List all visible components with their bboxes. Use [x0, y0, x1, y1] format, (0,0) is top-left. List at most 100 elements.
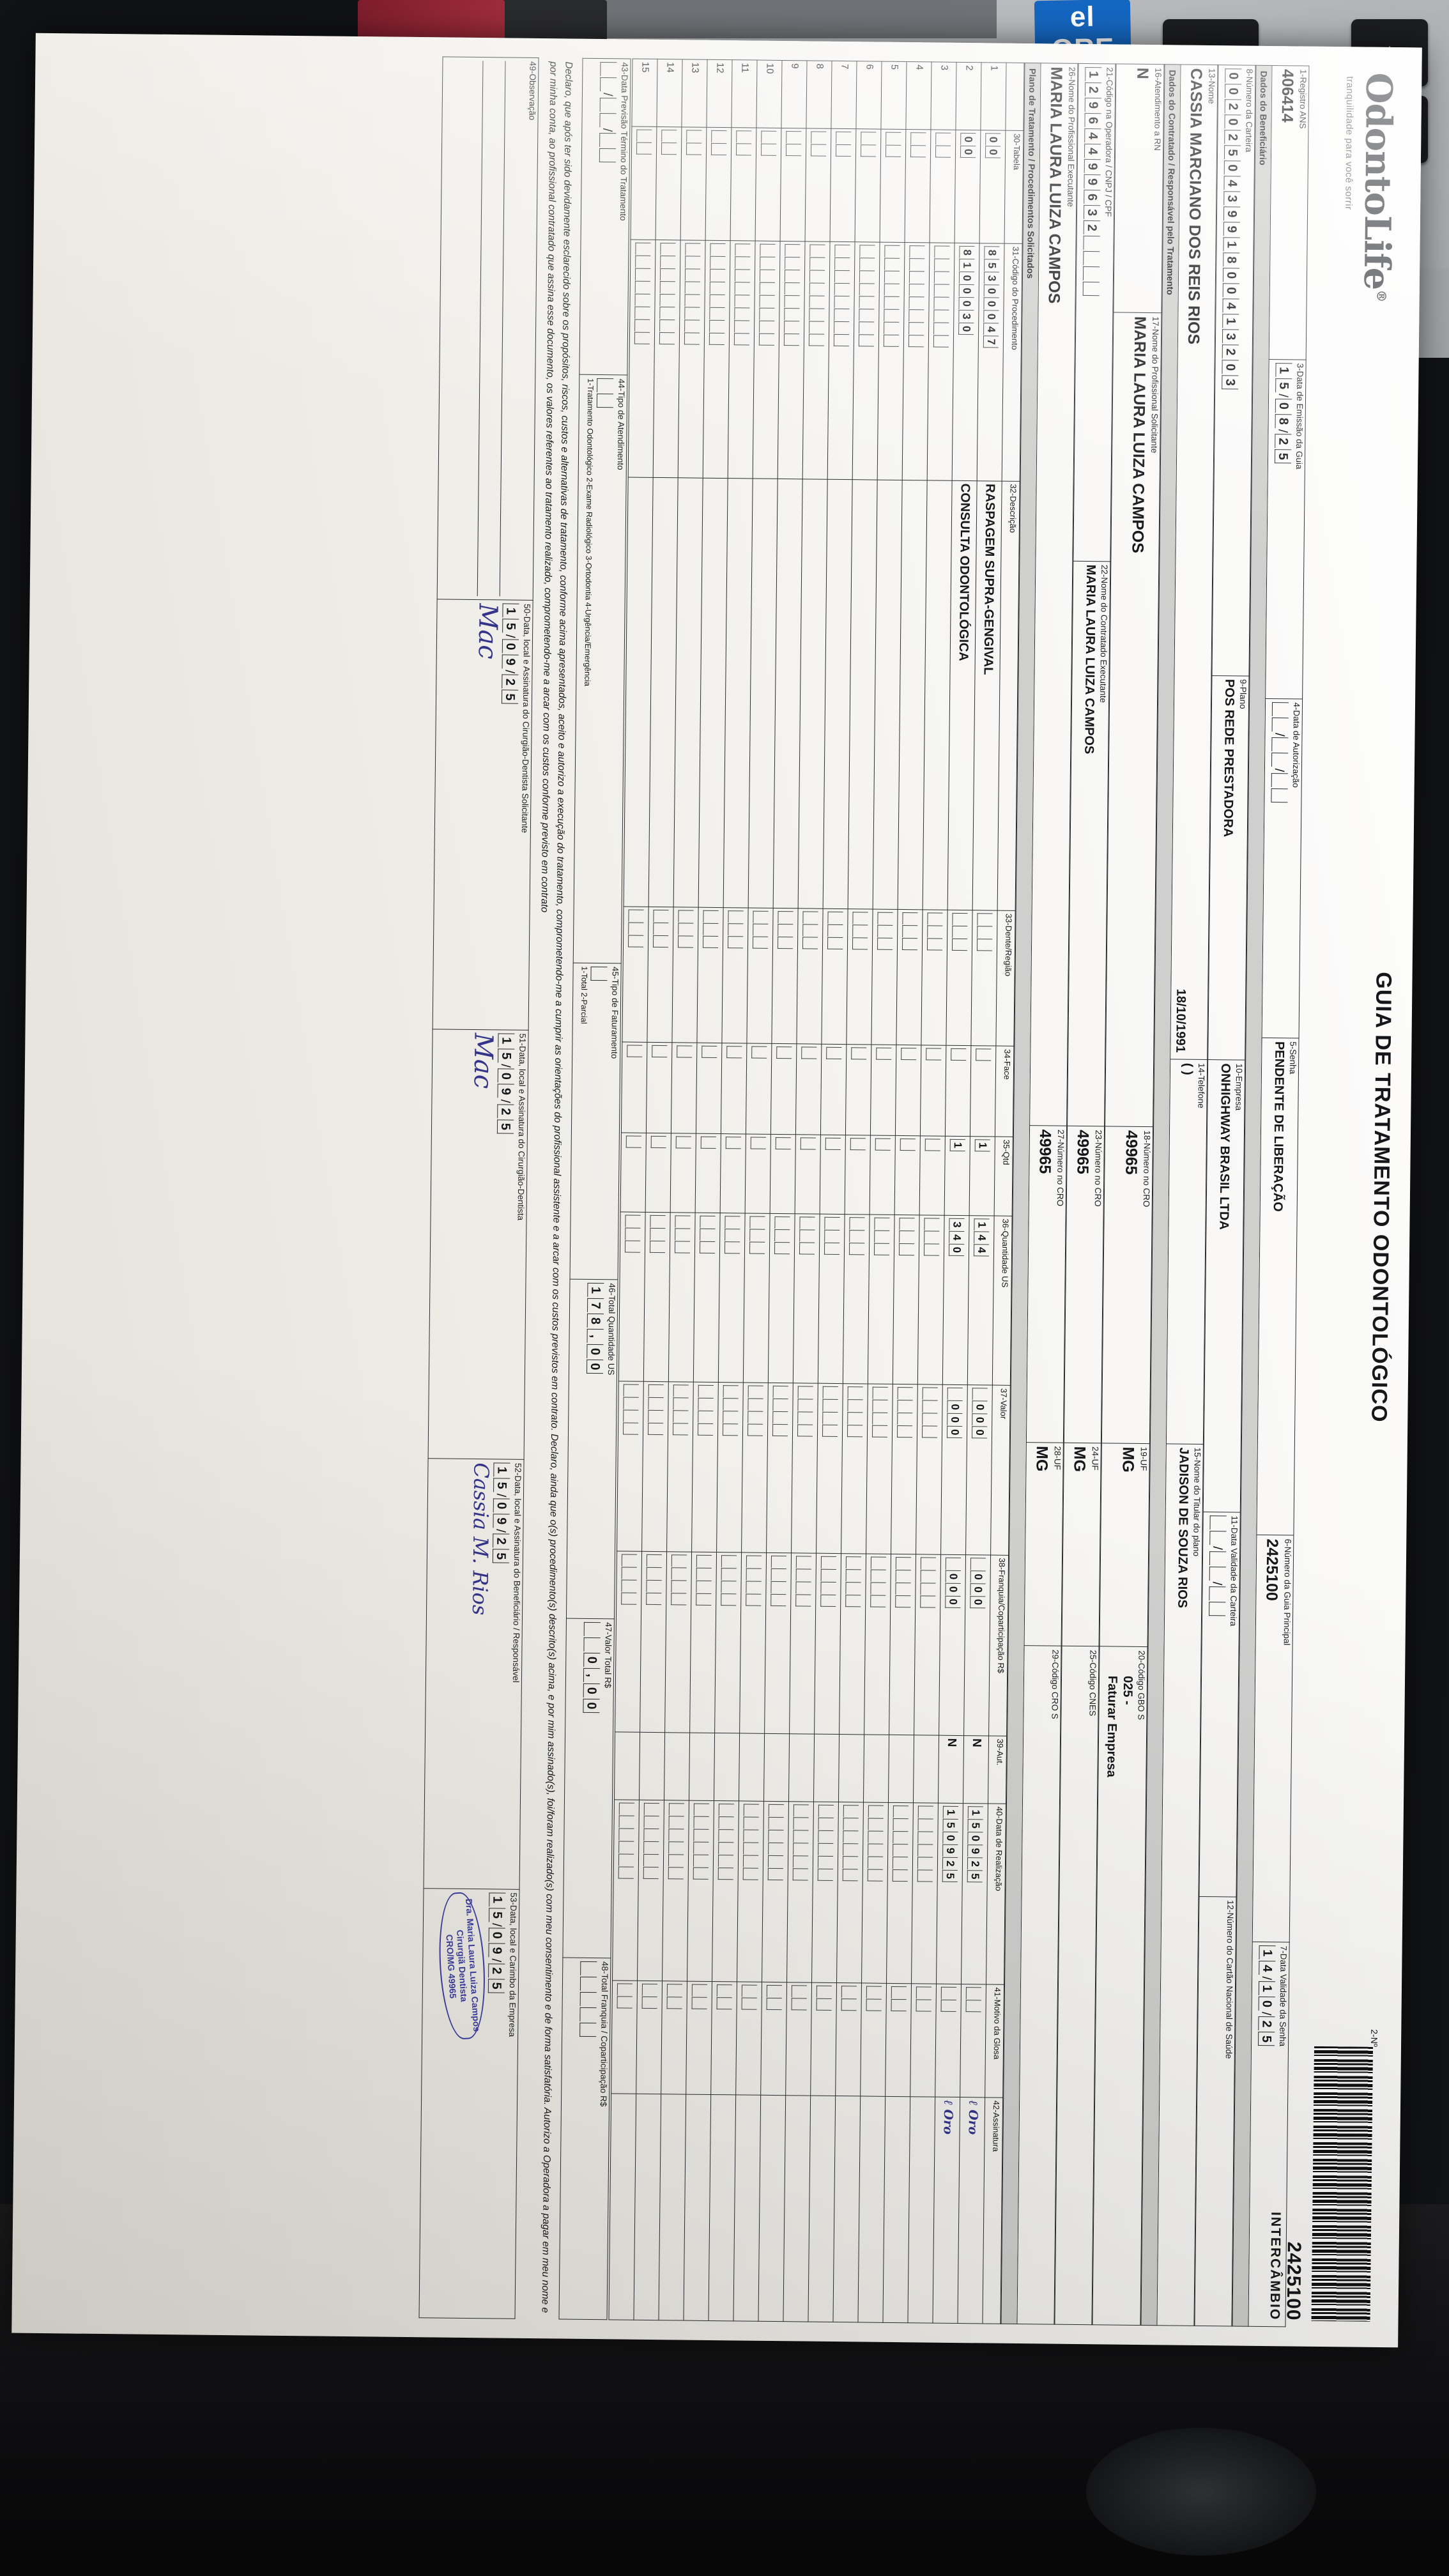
cell-dente[interactable]	[747, 908, 774, 1044]
cell-aut[interactable]	[664, 1732, 690, 1801]
cell-codigo[interactable]	[728, 240, 756, 479]
cell-motivo-glosa[interactable]	[885, 1983, 912, 2097]
cell-face[interactable]	[770, 1043, 797, 1135]
cell-tabela[interactable]	[680, 126, 707, 241]
cell-motivo-glosa[interactable]	[835, 1982, 862, 2096]
cell-aut[interactable]	[838, 1734, 864, 1802]
cell-qtd[interactable]	[620, 1132, 647, 1213]
cell-aut[interactable]: N	[938, 1735, 964, 1804]
cell-assinatura[interactable]	[808, 2096, 836, 2322]
cell-dente[interactable]	[822, 908, 848, 1045]
cell-valor[interactable]	[641, 1381, 669, 1552]
cell-valor[interactable]	[716, 1382, 744, 1552]
cell-franquia[interactable]	[839, 1553, 866, 1735]
cell-tabela[interactable]	[656, 126, 682, 240]
cell-tabela[interactable]	[855, 128, 882, 243]
cell-dente[interactable]	[971, 910, 998, 1046]
cell-motivo-glosa[interactable]	[810, 1982, 837, 2096]
cell-valor[interactable]	[841, 1383, 868, 1554]
cell-descricao[interactable]	[673, 477, 703, 908]
cell-dente[interactable]	[722, 907, 749, 1044]
cell-codigo[interactable]	[852, 241, 880, 480]
cell-franquia[interactable]	[789, 1552, 816, 1734]
cell-codigo[interactable]	[628, 240, 656, 478]
cell-quantidade-us[interactable]	[818, 1214, 845, 1384]
cell-qtd[interactable]	[870, 1135, 896, 1215]
cell-quantidade-us[interactable]	[868, 1214, 895, 1384]
cell-descricao[interactable]	[748, 478, 778, 908]
cell-data-realizacao[interactable]	[712, 1800, 739, 1982]
cell-descricao[interactable]	[723, 478, 753, 908]
cell-assinatura[interactable]: ℓ Oro	[933, 2097, 960, 2324]
cell-descricao[interactable]: CONSULTA ODONTOLÓGICA	[947, 480, 977, 910]
cell-face[interactable]	[646, 1042, 673, 1133]
cell-face[interactable]	[621, 1042, 648, 1133]
cell-data-realizacao[interactable]	[737, 1800, 764, 1982]
cell-assinatura[interactable]	[833, 2096, 861, 2322]
cell-quantidade-us[interactable]	[668, 1212, 696, 1383]
cell-dente[interactable]	[697, 907, 724, 1044]
cell-franquia[interactable]	[764, 1552, 792, 1734]
cell-quantidade-us[interactable]	[718, 1213, 746, 1383]
cell-dente[interactable]	[871, 909, 898, 1045]
cell-codigo[interactable]	[778, 241, 806, 479]
cell-tabela[interactable]	[830, 128, 857, 242]
cell-assinatura[interactable]	[733, 2094, 761, 2322]
cell-data-realizacao[interactable]	[786, 1801, 814, 1983]
cell-qtd[interactable]	[670, 1133, 696, 1213]
cell-face[interactable]	[671, 1043, 698, 1134]
cell-face[interactable]	[820, 1044, 847, 1135]
cell-motivo-glosa[interactable]	[686, 1981, 712, 2095]
cell-motivo-glosa[interactable]	[636, 1981, 663, 2094]
cell-aut[interactable]	[813, 1733, 839, 1802]
cell-quantidade-us[interactable]	[917, 1215, 945, 1385]
cell-assinatura[interactable]	[908, 2096, 935, 2324]
cell-assinatura[interactable]	[858, 2096, 885, 2323]
cell-face[interactable]	[746, 1043, 772, 1135]
cell-valor[interactable]	[691, 1382, 719, 1552]
cell-quantidade-us[interactable]	[843, 1214, 870, 1384]
cell-qtd[interactable]	[795, 1134, 821, 1215]
cell-valor[interactable]	[666, 1381, 694, 1552]
cell-tabela[interactable]	[730, 127, 757, 241]
cell-valor[interactable]	[766, 1383, 793, 1553]
cell-motivo-glosa[interactable]	[960, 1984, 986, 2097]
cell-codigo[interactable]	[902, 242, 930, 480]
cell-motivo-glosa[interactable]	[735, 1981, 762, 2096]
cell-dente[interactable]	[672, 907, 699, 1043]
cell-dente[interactable]	[772, 908, 799, 1045]
cell-quantidade-us[interactable]	[693, 1212, 721, 1383]
cell-descricao[interactable]	[873, 479, 903, 910]
cell-tabela[interactable]	[631, 126, 657, 240]
cell-qtd[interactable]	[894, 1135, 921, 1215]
cell-franquia[interactable]	[814, 1552, 841, 1735]
cell-quantidade-us[interactable]	[893, 1215, 920, 1385]
cell-data-realizacao[interactable]	[662, 1800, 689, 1982]
cell-quantidade-us[interactable]	[768, 1213, 795, 1384]
cell-motivo-glosa[interactable]	[661, 1981, 687, 2095]
cell-data-realizacao[interactable]	[637, 1800, 664, 1981]
cell-valor[interactable]	[916, 1384, 943, 1554]
cell-valor[interactable]	[791, 1383, 818, 1553]
cell-codigo[interactable]	[827, 241, 855, 480]
cell-data-realizacao[interactable]	[836, 1802, 864, 1984]
cell-quantidade-us[interactable]	[743, 1213, 770, 1383]
cell-face[interactable]	[795, 1044, 822, 1135]
cell-motivo-glosa[interactable]	[760, 1982, 787, 2096]
cell-descricao[interactable]	[898, 480, 928, 910]
cell-dente[interactable]	[921, 909, 948, 1046]
cell-qtd[interactable]	[720, 1133, 746, 1213]
cell-aut[interactable]	[913, 1735, 939, 1804]
cell-motivo-glosa[interactable]	[611, 1980, 638, 2094]
cell-data-realizacao[interactable]	[612, 1799, 640, 1981]
cell-descricao[interactable]	[648, 477, 678, 907]
cell-tabela[interactable]	[805, 128, 832, 242]
